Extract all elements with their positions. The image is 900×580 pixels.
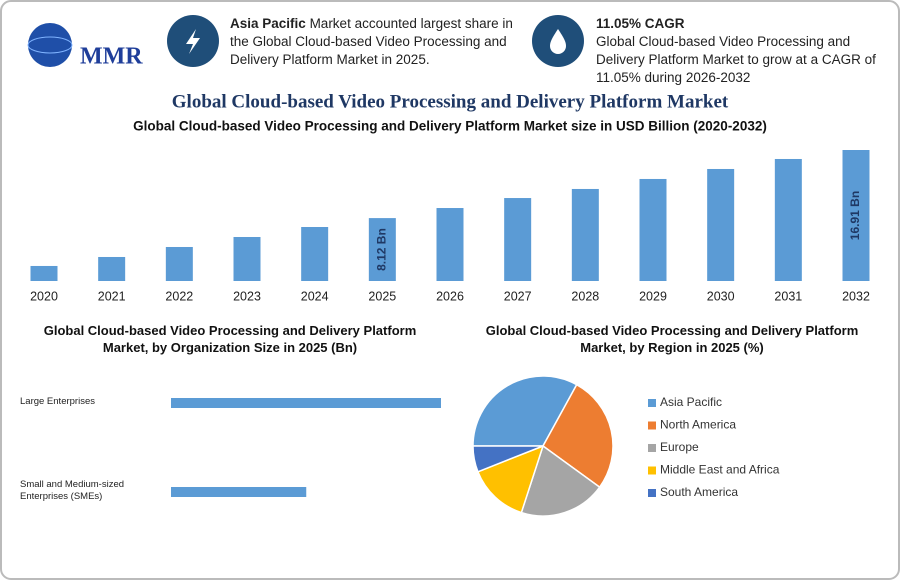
legend-swatch	[648, 466, 656, 475]
x-tick-label: 2028	[571, 289, 599, 303]
note-text: Market accounted largest share in the Gl…	[230, 16, 513, 67]
bar	[368, 218, 396, 281]
bar	[504, 198, 532, 281]
logo-ring	[27, 36, 73, 54]
bar	[436, 208, 464, 281]
bar	[233, 236, 261, 281]
bar	[165, 246, 193, 281]
x-tick-label: 2026	[436, 289, 464, 303]
logo-globe	[28, 23, 72, 67]
y-tick-label: Small and Medium-sized Enterprises (SMEs…	[20, 479, 125, 502]
note-asia: Asia Pacific Market accounted largest sh…	[230, 15, 525, 69]
bar	[571, 188, 599, 281]
x-tick-label: 2032	[842, 289, 870, 303]
pie-slice	[542, 383, 614, 489]
y-tick-label: Large Enterprises	[20, 396, 95, 407]
main-title: Global Cloud-based Video Processing and …	[172, 91, 729, 112]
x-tick-label: 2024	[301, 289, 329, 303]
note-bold: 11.05% CAGR	[596, 16, 685, 31]
bar	[707, 168, 735, 281]
note-cagr: 11.05% CAGR Global Cloud-based Video Proc…	[596, 15, 891, 87]
bar	[301, 227, 329, 281]
bar	[774, 158, 802, 281]
pie-slice	[476, 444, 545, 514]
bar	[171, 487, 307, 497]
icon-drop-glyph	[550, 29, 566, 54]
note-text: Global Cloud-based Video Processing and …	[596, 34, 876, 85]
pie-slice	[520, 444, 601, 517]
legend-swatch	[648, 399, 656, 407]
chart-title: Global Cloud-based Video Processing and …	[485, 323, 859, 355]
pie-slice	[472, 445, 544, 473]
x-tick-label: 2027	[504, 289, 532, 303]
x-tick-label: 2020	[30, 289, 58, 303]
pie-slice	[472, 375, 578, 447]
logo-text: MMR	[80, 44, 143, 70]
icon-bolt-glyph	[186, 29, 200, 54]
x-tick-label: 2031	[774, 289, 802, 303]
bar	[98, 256, 126, 281]
bar	[639, 178, 667, 281]
legend-label: South America	[660, 485, 738, 499]
chart-title: Global Cloud-based Video Processing and …	[43, 323, 417, 355]
bar	[171, 398, 441, 408]
legend-swatch	[648, 444, 656, 452]
x-tick-label: 2022	[165, 289, 193, 303]
x-tick-label: 2023	[233, 289, 261, 303]
bar	[30, 265, 58, 281]
legend-swatch	[648, 489, 656, 497]
legend-label: Europe	[660, 440, 699, 454]
note-bold: Asia Pacific	[230, 16, 306, 31]
legend-label: North America	[660, 418, 736, 432]
x-tick-label: 2029	[639, 289, 667, 303]
x-tick-label: 2030	[707, 289, 735, 303]
x-tick-label: 2025	[368, 289, 396, 303]
x-tick-label: 2021	[98, 289, 126, 303]
chart-title: Global Cloud-based Video Processing and …	[133, 119, 767, 134]
legend-swatch	[648, 421, 656, 430]
legend-label: Asia Pacific	[660, 395, 722, 409]
legend-label: Middle East and Africa	[660, 463, 780, 477]
value-label: 8.12 Bn	[375, 228, 389, 271]
value-label: 16.91 Bn	[848, 191, 862, 240]
bar	[842, 150, 870, 281]
